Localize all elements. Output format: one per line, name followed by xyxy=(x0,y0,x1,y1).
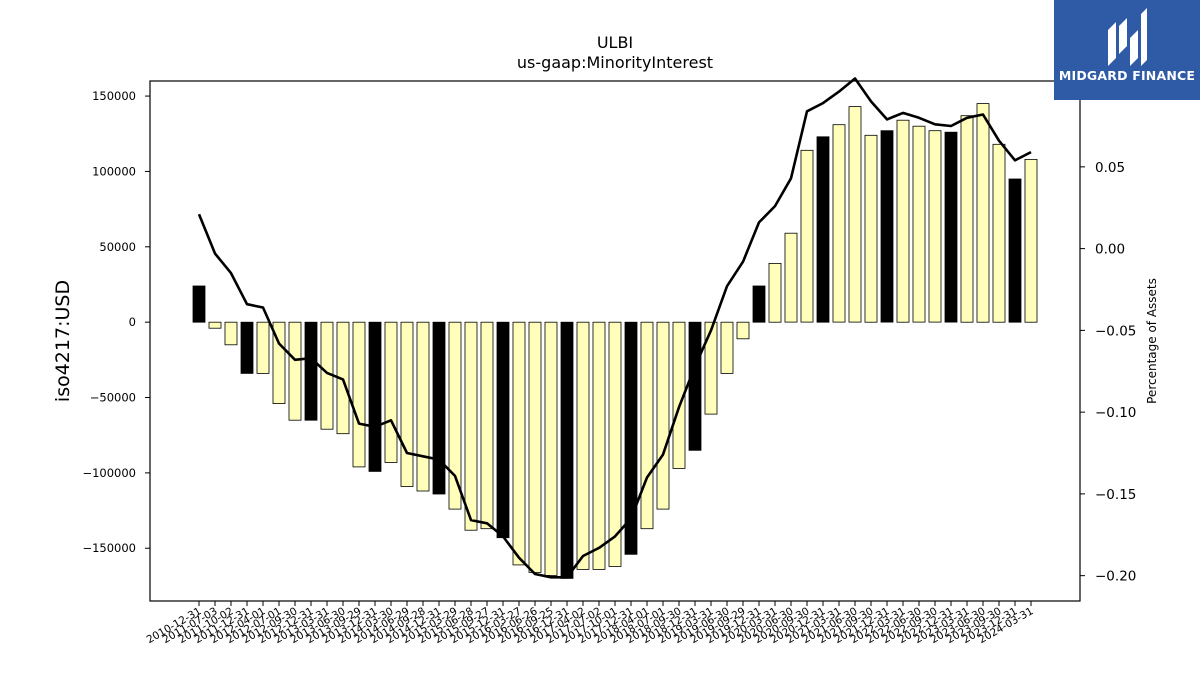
bar xyxy=(816,136,830,323)
bar xyxy=(736,321,750,340)
y-tick-label: −50000 xyxy=(90,391,136,405)
x-axis: 2010-12-312011-07-032011-10-022011-12-31… xyxy=(145,601,1036,646)
y2-tick-label: 0.05 xyxy=(1095,160,1125,176)
midgard-logo-icon xyxy=(1108,8,1147,66)
bar xyxy=(848,106,862,323)
left-axis: −150000 −100000 −50000 0 50000 100000 150000 xyxy=(82,89,150,555)
bar xyxy=(976,103,990,323)
bar xyxy=(864,134,878,323)
y-tick-label: −150000 xyxy=(82,541,136,555)
bar xyxy=(288,321,302,421)
bar xyxy=(432,321,446,495)
bar xyxy=(400,321,414,487)
y-tick-label: 0 xyxy=(129,315,136,329)
bar xyxy=(592,321,606,570)
percentage-line xyxy=(197,77,1032,579)
line-group xyxy=(197,77,1032,579)
y-tick-label: 100000 xyxy=(92,164,136,178)
bar xyxy=(560,321,574,579)
bar xyxy=(640,321,654,530)
bar xyxy=(512,321,526,566)
bar xyxy=(624,321,638,555)
logo: MIDGARD FINANCE xyxy=(1054,0,1200,100)
bar xyxy=(352,321,366,468)
y2-axis-label: Percentage of Assets xyxy=(1145,278,1159,404)
bar xyxy=(720,321,734,374)
bar xyxy=(256,321,270,374)
bar xyxy=(688,321,702,451)
bar xyxy=(384,321,398,463)
logo-text: MIDGARD FINANCE xyxy=(1058,68,1196,83)
bar xyxy=(1008,178,1022,323)
bar xyxy=(800,149,814,323)
y2-tick-label: −0.20 xyxy=(1095,569,1136,585)
bar xyxy=(1024,158,1038,323)
bar xyxy=(448,321,462,510)
bar xyxy=(528,321,542,573)
y-tick-label: 50000 xyxy=(99,240,136,254)
y2-tick-label: −0.15 xyxy=(1095,487,1136,503)
chart-subtitle: us-gaap:MinorityInterest xyxy=(517,53,713,72)
y-tick-label: 150000 xyxy=(92,89,136,103)
bar xyxy=(960,115,974,323)
bar xyxy=(656,321,670,510)
y-axis-label: iso4217:USD xyxy=(52,280,74,402)
bar xyxy=(832,124,846,323)
y2-tick-label: 0.00 xyxy=(1095,242,1125,258)
bar xyxy=(464,321,478,531)
bar xyxy=(304,321,318,421)
bar xyxy=(896,119,910,323)
y2-tick-label: −0.05 xyxy=(1095,323,1136,339)
bar-group xyxy=(192,103,1038,579)
bar xyxy=(704,321,718,415)
bar xyxy=(496,321,510,539)
bar xyxy=(480,321,494,530)
bar xyxy=(192,285,206,323)
y-tick-label: −100000 xyxy=(82,466,136,480)
y2-tick-label: −0.10 xyxy=(1095,405,1136,421)
right-axis: −0.20−0.15−0.10−0.050.000.050.10 xyxy=(1080,78,1136,585)
bar xyxy=(416,321,430,492)
bar xyxy=(576,321,590,570)
bar xyxy=(240,321,254,374)
bar xyxy=(912,125,926,323)
bar xyxy=(768,262,782,323)
bar xyxy=(752,285,766,323)
bar xyxy=(224,321,238,346)
bar xyxy=(784,232,798,323)
chart-title: ULBI xyxy=(597,33,633,52)
bar xyxy=(368,321,382,472)
bar xyxy=(272,321,286,405)
bar xyxy=(944,131,958,323)
bar xyxy=(544,321,558,576)
bar xyxy=(928,130,942,323)
bar xyxy=(608,321,622,567)
bar xyxy=(880,130,894,323)
bar xyxy=(208,321,222,329)
bar xyxy=(992,143,1006,323)
